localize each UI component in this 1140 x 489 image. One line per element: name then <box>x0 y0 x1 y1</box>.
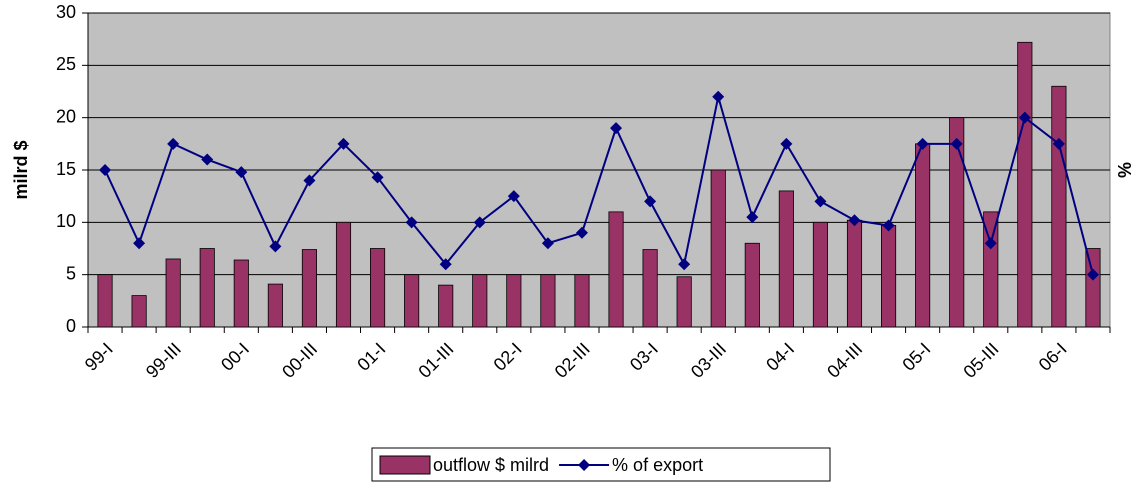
line-marker <box>1086 268 1099 281</box>
x-tick-label: 00-III <box>278 339 321 382</box>
bar <box>744 242 760 328</box>
bar <box>404 274 420 328</box>
legend-label: outflow $ milrd <box>433 455 549 475</box>
x-tick-label: 99-III <box>142 339 185 382</box>
legend-marker <box>578 459 591 471</box>
line-marker <box>575 226 588 239</box>
bar <box>710 169 726 328</box>
legend-swatch <box>379 455 431 475</box>
x-tick-label: 06-I <box>1035 339 1071 375</box>
x-tick-label: 01-III <box>414 339 457 382</box>
line-marker <box>1018 111 1031 124</box>
x-tick-label: 03-III <box>687 339 730 382</box>
y-tick-label: 5 <box>66 263 76 283</box>
x-tick-label: 99-I <box>81 339 117 375</box>
line-marker <box>201 153 214 166</box>
line-marker <box>303 174 316 187</box>
line-marker <box>371 171 384 184</box>
bar <box>438 284 454 328</box>
line-marker <box>916 137 929 150</box>
x-tick-label: 03-I <box>626 339 662 375</box>
line-marker <box>678 258 691 271</box>
bar <box>540 274 556 328</box>
y-tick-label: 20 <box>56 106 76 126</box>
line-marker <box>235 166 248 179</box>
line-marker <box>133 237 146 250</box>
x-tick-label: 04-I <box>762 339 798 375</box>
bar <box>1017 41 1033 328</box>
line-marker <box>99 164 112 176</box>
legend: outflow $ milrd % of export <box>371 447 831 482</box>
bar <box>472 274 488 328</box>
y-tick-label: 15 <box>56 159 76 179</box>
line-marker <box>541 237 554 250</box>
line-marker <box>337 137 350 150</box>
line-marker <box>712 90 725 103</box>
line-marker <box>984 237 997 250</box>
line-marker <box>269 240 282 253</box>
bar <box>915 143 931 328</box>
line-marker <box>644 195 657 208</box>
bar <box>165 258 181 328</box>
x-tick-label: 02-I <box>490 339 526 375</box>
x-tick-label: 00-I <box>217 339 253 375</box>
bar <box>1051 85 1067 328</box>
bar <box>1085 248 1101 328</box>
x-tick-label: 05-I <box>898 339 934 375</box>
x-tick-label: 04-III <box>823 339 866 382</box>
line-marker <box>780 137 793 150</box>
line-marker <box>848 214 861 227</box>
bar <box>233 259 249 328</box>
bar <box>199 248 215 328</box>
line-marker <box>167 137 180 150</box>
x-tick-label: 05-III <box>959 339 1002 382</box>
y-axis-label: milrd $ <box>11 140 31 199</box>
y-tick-label: 0 <box>66 316 76 336</box>
bar <box>949 117 965 328</box>
bar <box>370 248 386 328</box>
line-marker <box>507 190 520 203</box>
y-tick-label: 10 <box>56 211 76 231</box>
bar <box>574 274 590 328</box>
bar <box>506 274 522 328</box>
bar <box>131 295 147 328</box>
line-marker <box>1052 137 1065 150</box>
line-marker <box>473 216 486 229</box>
bar <box>881 225 897 328</box>
line-marker <box>950 137 963 150</box>
bar <box>97 274 113 328</box>
line-marker <box>405 216 418 229</box>
bar <box>812 221 828 328</box>
y-tick-label: 25 <box>56 54 76 74</box>
y2-axis-label: % <box>1115 162 1135 178</box>
y-tick-label: 30 <box>56 2 76 22</box>
x-tick-label: 01-I <box>353 339 389 375</box>
bar <box>778 190 794 328</box>
line-marker <box>814 195 827 208</box>
line-marker <box>882 219 895 232</box>
line-marker <box>610 122 623 135</box>
bar <box>676 276 692 328</box>
bar <box>301 249 317 328</box>
x-tick-label: 02-III <box>551 339 594 382</box>
bar <box>846 219 863 328</box>
bar <box>267 283 283 328</box>
bar <box>608 211 624 328</box>
bar <box>335 221 352 328</box>
line-marker <box>439 258 452 271</box>
bar <box>983 211 999 328</box>
line-marker <box>746 211 759 224</box>
bar <box>642 249 658 328</box>
legend-label: % of export <box>612 455 703 475</box>
